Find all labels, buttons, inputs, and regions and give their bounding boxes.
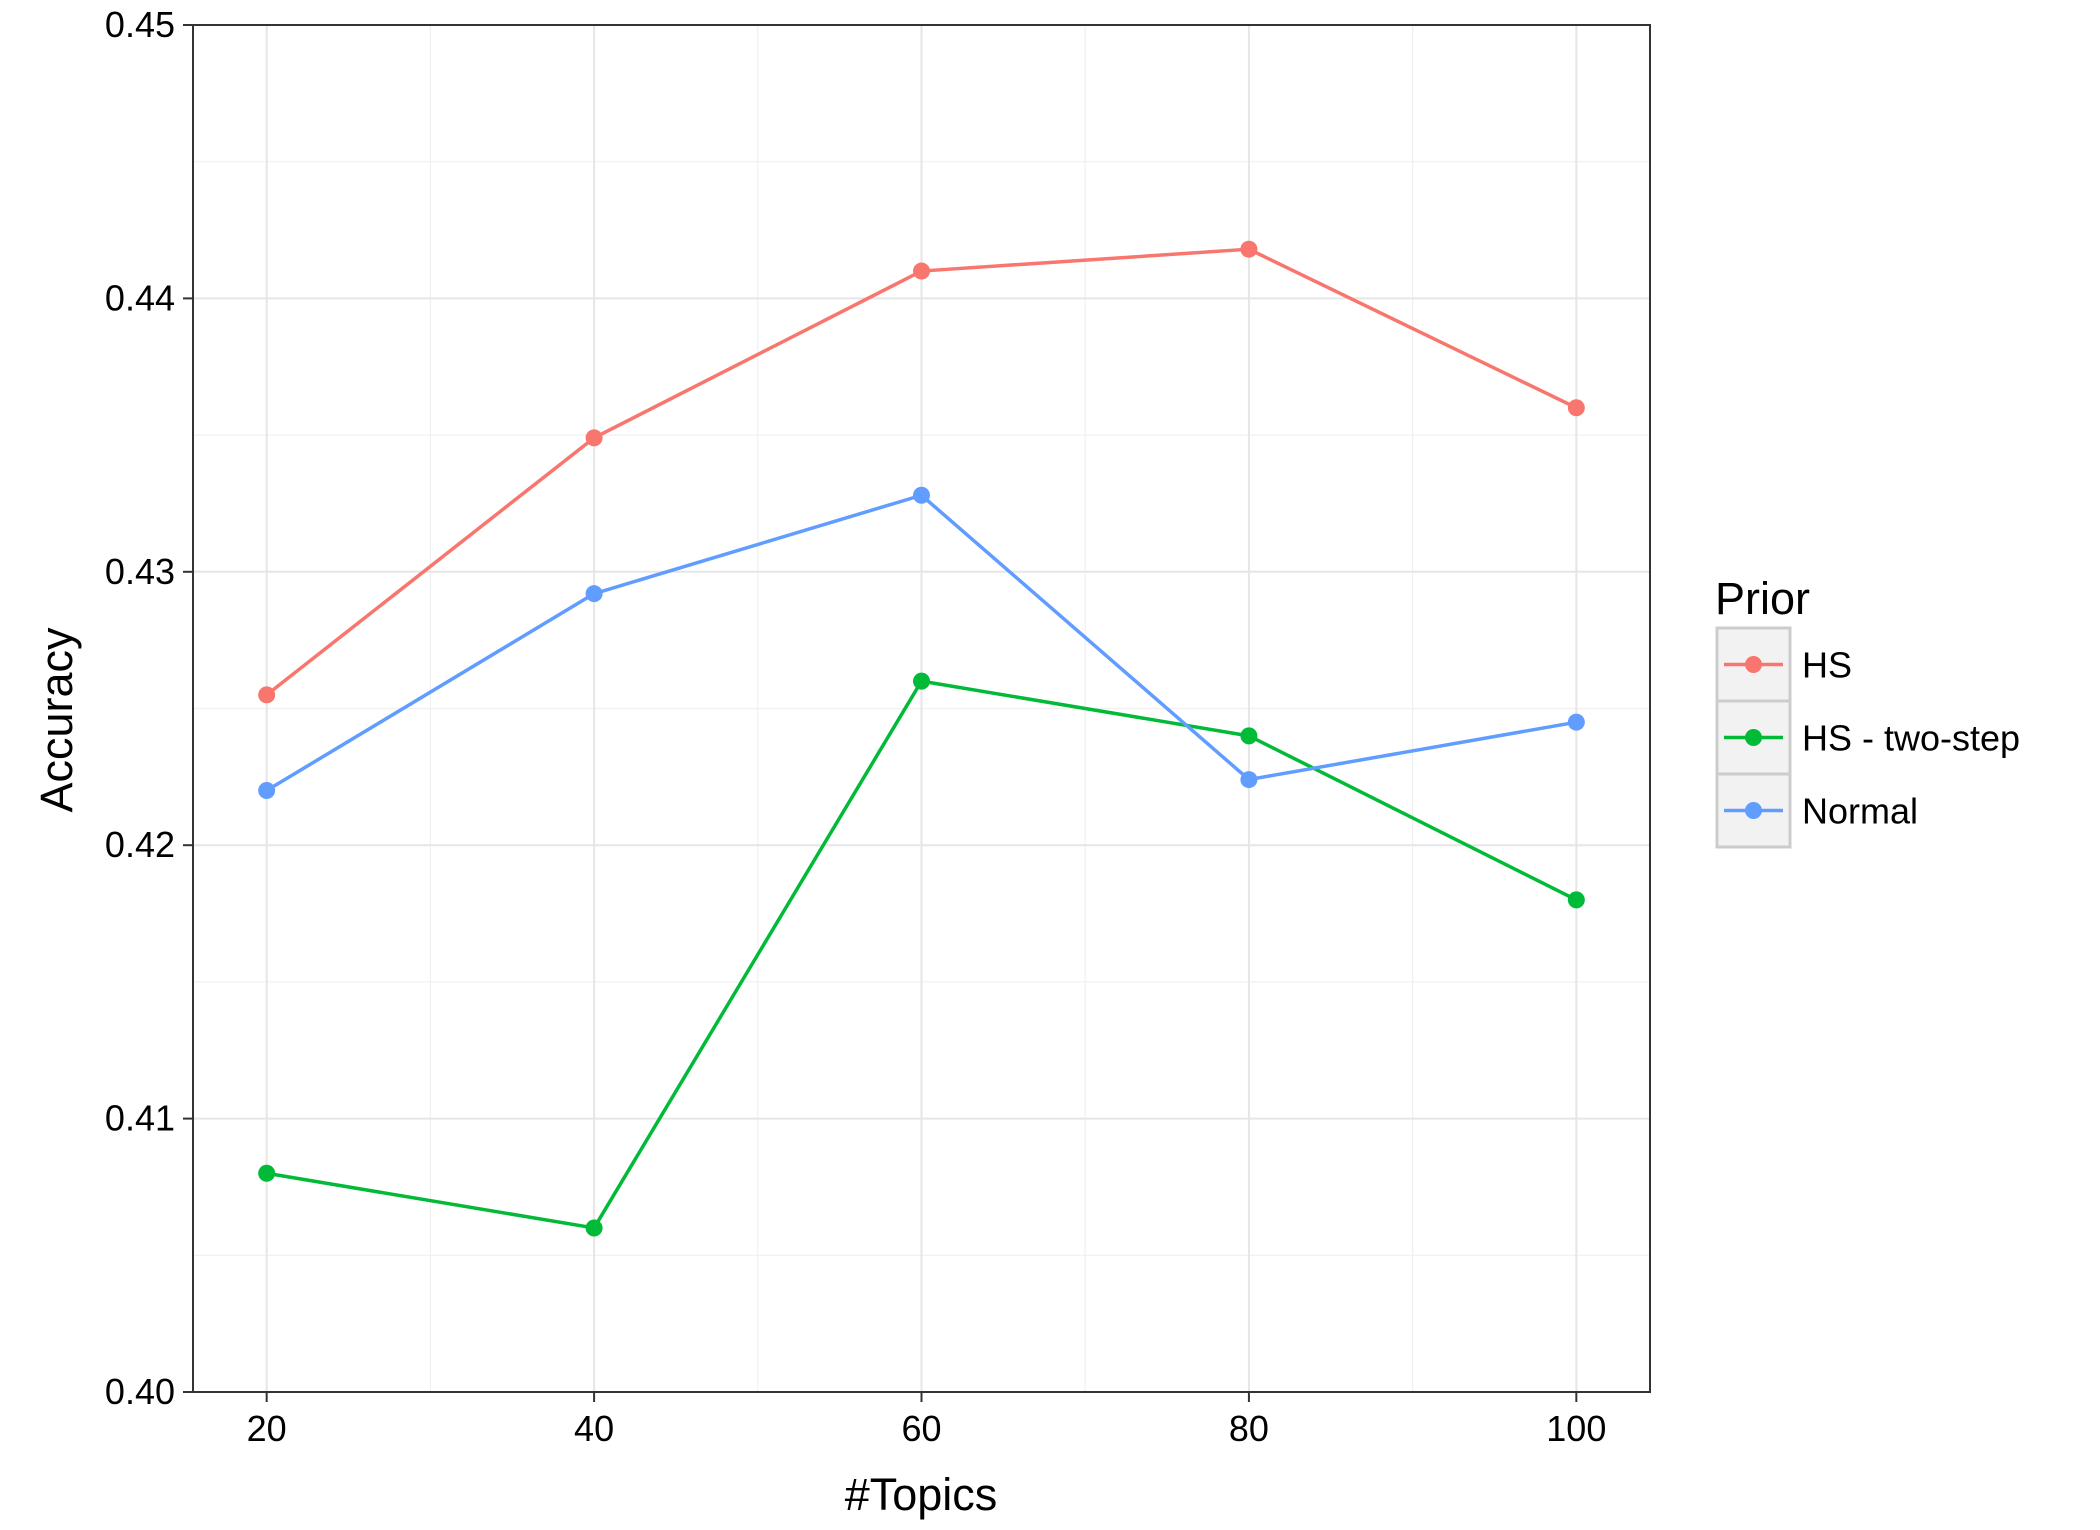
series-normal — [258, 486, 1585, 800]
data-point — [913, 262, 930, 280]
data-point — [258, 1164, 276, 1182]
legend-key-point — [1745, 729, 1762, 746]
data-point — [1567, 399, 1585, 417]
legend-label: HS - two-step — [1802, 718, 2020, 759]
y-tick-label: 0.41 — [105, 1098, 175, 1139]
data-point — [1567, 891, 1585, 909]
data-point — [258, 686, 276, 704]
y-tick-label: 0.45 — [105, 4, 175, 45]
data-point — [585, 585, 603, 603]
legend-key-point — [1745, 802, 1762, 819]
legend-label: Normal — [1802, 791, 1918, 832]
series-lines — [258, 240, 1585, 1237]
data-point — [1567, 713, 1585, 731]
data-point — [1240, 240, 1258, 258]
legend-item: HS — [1715, 626, 1852, 703]
legend-key-point — [1745, 656, 1762, 673]
legend-items: HS HS - two-step Normal — [1715, 626, 2020, 849]
legend-label: HS — [1802, 645, 1852, 686]
axes: 20 40 60 80 100 0.40 0.41 0.42 0.43 0.44 0.45 — [105, 4, 1606, 1449]
data-point — [1240, 727, 1258, 745]
x-tick-label: 60 — [901, 1408, 941, 1449]
x-tick-label: 80 — [1229, 1408, 1269, 1449]
x-tick-label: 20 — [247, 1408, 287, 1449]
data-point — [585, 1219, 603, 1237]
data-point — [1240, 771, 1258, 789]
y-tick-label: 0.40 — [105, 1371, 175, 1412]
data-point — [913, 486, 930, 504]
legend-title: Prior — [1715, 573, 1810, 624]
x-tick-label: 100 — [1546, 1408, 1606, 1449]
x-tick-label: 40 — [574, 1408, 614, 1449]
series-hs-two-step — [258, 672, 1585, 1237]
y-tick-label: 0.44 — [105, 277, 175, 318]
data-point — [258, 782, 276, 800]
legend: Prior HS HS - two-step Normal — [1715, 573, 2020, 849]
x-axis-title: #Topics — [845, 1469, 998, 1520]
series-hs — [258, 240, 1585, 704]
y-tick-label: 0.43 — [105, 551, 175, 592]
data-point — [913, 672, 930, 690]
data-point — [585, 429, 603, 447]
grid-lines — [193, 24, 1650, 1393]
y-axis-title: Accuracy — [31, 627, 82, 813]
legend-item: HS - two-step — [1715, 699, 2020, 776]
legend-item: Normal — [1715, 772, 1918, 849]
y-tick-label: 0.42 — [105, 824, 175, 865]
